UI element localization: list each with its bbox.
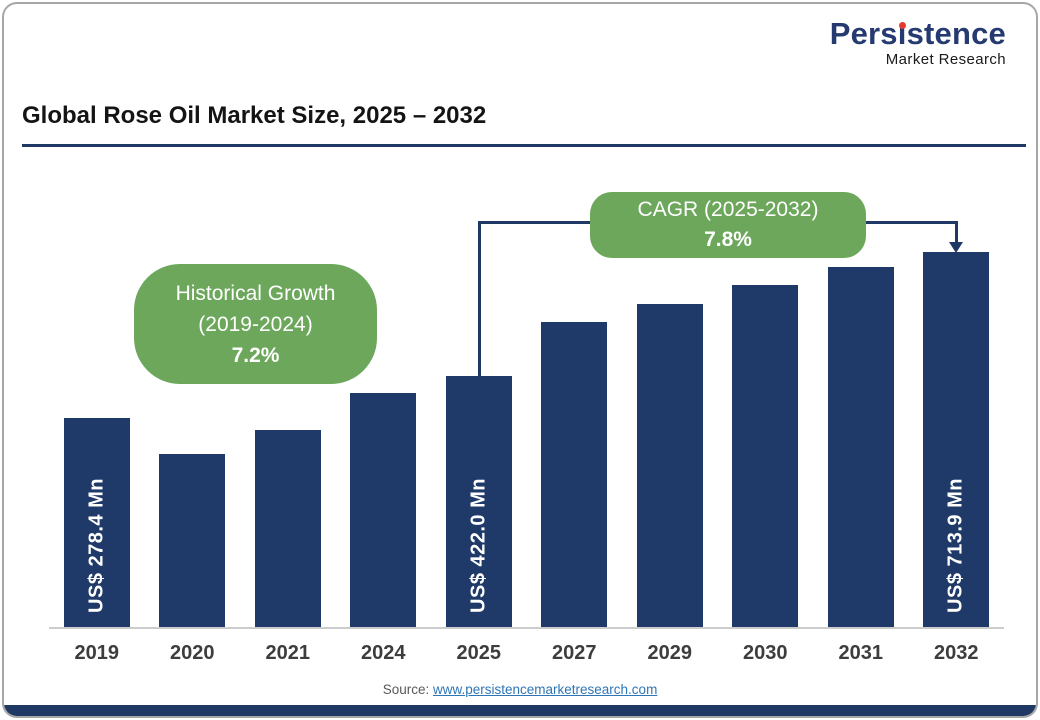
bar-2032: US$ 713.9 Mn <box>923 252 990 627</box>
bar-2020 <box>159 454 226 627</box>
cagr-line1: CAGR (2025-2032) <box>637 198 819 221</box>
bar-cell-2031 <box>813 267 909 627</box>
cagr-bracket-right-line <box>955 221 958 243</box>
x-label-2019: 2019 <box>74 642 120 664</box>
bar-cell-2029 <box>622 304 718 627</box>
x-label-2032: 2032 <box>934 642 979 664</box>
bar-cell-2027 <box>527 322 623 627</box>
logo-red-dot-i: ı <box>897 16 907 51</box>
logo: Persıstence Market Research <box>830 18 1006 68</box>
logo-text-pre: Pers <box>829 16 898 51</box>
source-link[interactable]: www.persistencemarketresearch.com <box>432 682 658 697</box>
logo-subtitle: Market Research <box>885 51 1006 68</box>
bar-cell-2024 <box>336 393 432 627</box>
bar-2019: US$ 278.4 Mn <box>63 418 130 627</box>
bar-2030 <box>732 285 799 627</box>
historical-growth-line2: (2019-2024) <box>198 312 313 336</box>
historical-growth-line1: Historical Growth <box>175 281 336 305</box>
bar-2027 <box>541 322 608 627</box>
bar-value-label-2019: US$ 278.4 Mn <box>85 478 108 613</box>
source-line: Source: www.persistencemarketresearch.co… <box>4 682 1036 697</box>
x-label-2024: 2024 <box>361 642 406 664</box>
bar-cell-2032: US$ 713.9 Mn <box>909 252 1005 627</box>
historical-growth-value: 7.2% <box>231 343 280 367</box>
bar-cell-2020 <box>145 454 241 627</box>
bar-2024 <box>350 393 417 627</box>
page-title: Global Rose Oil Market Size, 2025 – 2032 <box>22 102 487 129</box>
bar-cell-2021 <box>240 430 336 627</box>
bar-chart: US$ 278.4 Mn US$ 422.0 Mn US$ 713.9 Mn <box>49 229 1004 629</box>
bar-cell-2030 <box>718 285 814 627</box>
cagr-callout: CAGR (2025-2032) 7.8% <box>590 192 866 258</box>
bar-2029 <box>636 304 703 627</box>
x-label-2031: 2031 <box>838 642 884 664</box>
bar-2025: US$ 422.0 Mn <box>445 376 512 627</box>
logo-text-post: stence <box>906 16 1006 51</box>
x-label-2021: 2021 <box>265 642 311 664</box>
bar-2031 <box>827 267 894 627</box>
x-label-2020: 2020 <box>170 642 215 664</box>
logo-wordmark: Persıstence <box>830 18 1006 49</box>
bar-cell-2025: US$ 422.0 Mn <box>431 376 527 627</box>
bottom-accent-bar <box>4 705 1036 716</box>
x-label-2025: 2025 <box>456 642 502 664</box>
cagr-bracket-left-line <box>478 221 481 379</box>
x-label-2027: 2027 <box>552 642 597 664</box>
bar-cell-2019: US$ 278.4 Mn <box>49 418 145 627</box>
historical-growth-callout: Historical Growth (2019-2024) 7.2% <box>134 264 377 384</box>
title-underline <box>22 144 1026 147</box>
x-axis-labels: 2019 2020 2021 2024 2025 2027 2029 2030 2031 2032 <box>49 642 1004 665</box>
x-label-2030: 2030 <box>743 642 788 664</box>
bar-2021 <box>254 430 321 627</box>
cagr-value: 7.8% <box>704 228 752 251</box>
arrow-down-icon <box>949 242 963 253</box>
source-label: Source: <box>382 682 430 697</box>
x-label-2029: 2029 <box>647 642 693 664</box>
bar-value-label-2032: US$ 713.9 Mn <box>944 478 967 613</box>
bar-value-label-2025: US$ 422.0 Mn <box>467 478 490 613</box>
